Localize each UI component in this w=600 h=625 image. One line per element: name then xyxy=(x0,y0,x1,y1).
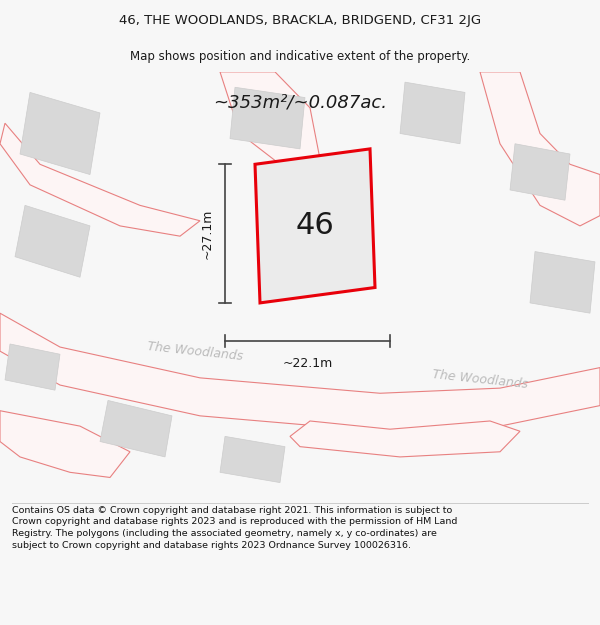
Polygon shape xyxy=(290,421,520,457)
Polygon shape xyxy=(230,88,305,149)
Text: The Woodlands: The Woodlands xyxy=(146,339,244,362)
Text: ~27.1m: ~27.1m xyxy=(200,208,214,259)
Polygon shape xyxy=(0,313,600,431)
Text: ~353m²/~0.087ac.: ~353m²/~0.087ac. xyxy=(213,94,387,112)
Text: The Woodlands: The Woodlands xyxy=(431,368,529,391)
Polygon shape xyxy=(15,206,90,278)
Polygon shape xyxy=(100,401,172,457)
Polygon shape xyxy=(400,82,465,144)
Polygon shape xyxy=(530,251,595,313)
Polygon shape xyxy=(220,436,285,482)
Text: Contains OS data © Crown copyright and database right 2021. This information is : Contains OS data © Crown copyright and d… xyxy=(12,506,457,550)
Text: ~22.1m: ~22.1m xyxy=(283,357,332,370)
Text: 46, THE WOODLANDS, BRACKLA, BRIDGEND, CF31 2JG: 46, THE WOODLANDS, BRACKLA, BRIDGEND, CF… xyxy=(119,14,481,27)
Text: Map shows position and indicative extent of the property.: Map shows position and indicative extent… xyxy=(130,49,470,62)
Polygon shape xyxy=(20,92,100,174)
Polygon shape xyxy=(0,123,200,236)
Polygon shape xyxy=(0,411,130,478)
Text: 46: 46 xyxy=(296,211,334,241)
Polygon shape xyxy=(255,149,375,303)
Polygon shape xyxy=(220,72,320,164)
Polygon shape xyxy=(5,344,60,390)
Polygon shape xyxy=(510,144,570,200)
Polygon shape xyxy=(480,72,600,226)
